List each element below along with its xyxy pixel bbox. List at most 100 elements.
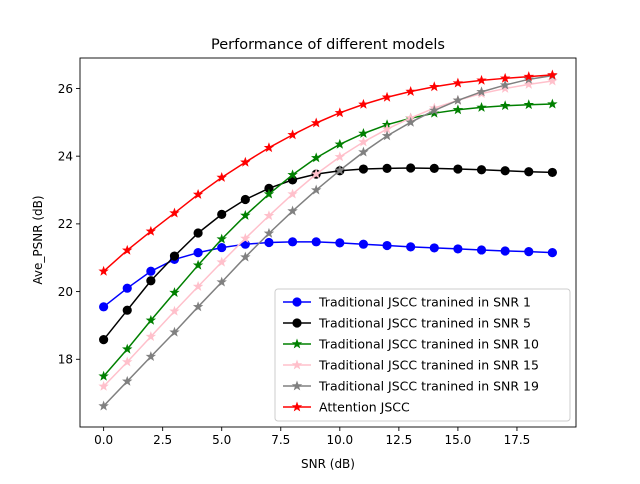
series-line [103, 74, 553, 407]
data-point [145, 331, 157, 342]
legend-label: Traditional JSCC tranined in SNR 19 [318, 379, 539, 394]
legend-entry-5: Traditional JSCC tranined in SNR 19 [283, 379, 539, 394]
data-point [499, 100, 511, 111]
data-point [287, 237, 298, 247]
data-point [216, 172, 227, 182]
legend-label: Traditional JSCC tranined in SNR 10 [318, 337, 539, 352]
data-point [98, 265, 109, 276]
plot-area: 0.0 2.5 5.0 7.5 10.0 12.5 15.0 17.5 18 20 22 24 26 [58, 57, 577, 447]
data-point [453, 164, 463, 174]
x-tick-label: 0.0 [94, 433, 113, 447]
data-point [240, 251, 251, 262]
y-tick-label: 22 [58, 217, 73, 231]
data-point [524, 167, 534, 177]
x-tick-label: 10.0 [326, 433, 353, 447]
data-point [405, 86, 416, 96]
data-point [335, 238, 345, 248]
x-tick-label: 17.5 [504, 433, 531, 447]
legend-label: Attention JSCC [319, 400, 410, 415]
data-point [334, 151, 346, 162]
data-point [476, 101, 487, 112]
data-point [358, 164, 369, 174]
data-point [98, 380, 109, 391]
data-point [216, 233, 227, 244]
data-point [499, 82, 511, 93]
data-point [122, 305, 132, 315]
data-point [217, 242, 227, 253]
data-point [429, 243, 439, 253]
data-point [499, 79, 511, 90]
data-point [429, 81, 440, 92]
data-point [358, 128, 369, 138]
data-point [99, 302, 109, 312]
data-point [192, 259, 204, 270]
data-point [287, 205, 298, 216]
data-point [405, 116, 416, 127]
data-point [429, 104, 440, 115]
legend-marker [292, 297, 302, 307]
data-point [146, 266, 156, 276]
data-point [192, 301, 204, 312]
legend-marker [291, 380, 303, 391]
data-point [240, 156, 251, 167]
data-point [547, 69, 558, 80]
x-tick-label: 5.0 [212, 433, 231, 447]
data-point [334, 164, 346, 175]
data-point [99, 335, 109, 345]
data-point [287, 129, 298, 140]
legend-marker [291, 401, 303, 412]
data-point [98, 400, 109, 411]
series-6 [98, 69, 558, 276]
legend-marker [291, 359, 303, 370]
series-4 [98, 75, 558, 391]
data-point [358, 146, 369, 157]
x-axis-label: SNR (dB) [301, 457, 355, 471]
data-point [169, 207, 180, 218]
series-line [103, 80, 553, 387]
legend-entry-4: Traditional JSCC tranined in SNR 15 [283, 358, 539, 373]
legend-entry-1: Traditional JSCC tranined in SNR 1 [283, 295, 531, 310]
data-point [263, 227, 275, 238]
x-tick-label: 15.0 [445, 433, 472, 447]
data-point [310, 168, 322, 179]
legend-marker [292, 318, 302, 328]
legend-marker [291, 338, 303, 349]
legend-entry-6: Attention JSCC [283, 400, 410, 415]
data-point [264, 237, 274, 248]
data-point [240, 232, 251, 243]
data-point [216, 256, 227, 267]
data-point [310, 184, 322, 195]
data-point [547, 98, 558, 109]
data-point [500, 246, 510, 256]
data-point [287, 188, 298, 199]
series-line [103, 103, 553, 377]
data-point [429, 163, 439, 173]
data-point [452, 77, 464, 88]
data-point [358, 239, 369, 249]
data-point [358, 98, 369, 109]
data-point [334, 138, 346, 149]
data-point [476, 165, 487, 175]
data-point [452, 104, 464, 115]
y-tick-label: 20 [58, 285, 73, 299]
data-point [452, 94, 464, 105]
x-tick-label: 2.5 [153, 433, 172, 447]
chart-title: Performance of different models [211, 37, 445, 53]
data-point [263, 142, 275, 153]
data-point [476, 245, 487, 255]
data-point [382, 163, 392, 173]
data-point [500, 166, 510, 176]
legend-entry-2: Traditional JSCC tranined in SNR 5 [283, 316, 531, 331]
data-point [358, 136, 369, 147]
legend-label: Traditional JSCC tranined in SNR 1 [318, 295, 531, 310]
data-point [406, 242, 416, 252]
y-tick-label: 26 [58, 82, 73, 96]
data-point [334, 107, 346, 118]
data-point [145, 351, 157, 362]
data-point [216, 276, 227, 287]
legend-box [274, 288, 571, 422]
data-point [169, 305, 180, 316]
data-point [263, 188, 275, 199]
data-point [524, 247, 534, 257]
data-point [523, 73, 534, 84]
